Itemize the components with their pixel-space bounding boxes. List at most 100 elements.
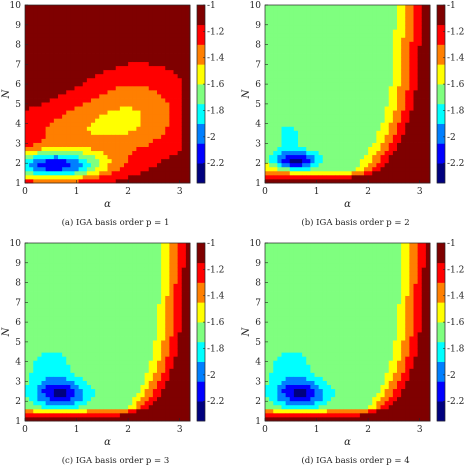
heatmap-cell (347, 89, 353, 95)
heatmap-cell (107, 364, 113, 369)
heatmap-cell (115, 41, 121, 46)
heatmap-cell (372, 178, 377, 184)
heatmap-cell (74, 134, 80, 139)
heatmap-cell (33, 49, 38, 54)
heatmap-cell (53, 271, 59, 276)
heatmap-cell (78, 154, 84, 160)
x-tick-label: 3 (177, 187, 183, 197)
heatmap-cell (425, 122, 431, 127)
heatmap-cell (380, 158, 386, 164)
x-tick-label: 2 (125, 187, 131, 197)
heatmap-cell (111, 279, 117, 284)
heatmap-cell (70, 5, 75, 10)
heatmap-cell (326, 102, 332, 107)
heatmap-cell (25, 255, 30, 260)
heatmap-cell (409, 41, 414, 46)
heatmap-cell (384, 73, 390, 79)
heatmap-cell (86, 61, 92, 67)
heatmap-cell (368, 98, 373, 103)
heatmap-cell (95, 360, 100, 365)
heatmap-cell (144, 360, 150, 365)
heatmap-cell (99, 295, 104, 301)
heatmap-cell (82, 5, 88, 10)
heatmap-cell (306, 41, 311, 46)
heatmap-cell (376, 118, 381, 123)
heatmap-cell (58, 29, 63, 34)
heatmap-cell (392, 110, 398, 115)
heatmap-cell (107, 388, 113, 394)
heatmap-cell (289, 49, 295, 54)
heatmap-cell (140, 142, 146, 147)
heatmap-cell (397, 69, 402, 75)
heatmap-cell (376, 41, 381, 46)
heatmap-cell (66, 106, 71, 111)
heatmap-cell (49, 404, 55, 410)
heatmap-cell (351, 89, 357, 95)
heatmap-cell (103, 372, 108, 377)
x-tick-label: 1 (314, 187, 320, 197)
heatmap-cell (409, 65, 414, 71)
heatmap-cell (339, 178, 344, 184)
heatmap-cell (66, 33, 71, 38)
heatmap-cell (405, 170, 410, 176)
heatmap-cell (277, 17, 282, 22)
heatmap-cell (136, 299, 141, 305)
heatmap-cell (177, 81, 183, 87)
heatmap-cell (33, 263, 38, 268)
heatmap-cell (107, 380, 113, 385)
heatmap-cell (136, 332, 141, 337)
heatmap-cell (177, 150, 183, 156)
heatmap-cell (74, 69, 80, 75)
heatmap-cell (66, 416, 71, 422)
heatmap-cell (95, 150, 100, 156)
heatmap-cell (425, 114, 431, 119)
heatmap-cell (185, 13, 191, 18)
heatmap-cell (140, 170, 146, 176)
heatmap-cell (318, 110, 324, 115)
heatmap-cell (359, 17, 365, 22)
heatmap-cell (78, 336, 84, 341)
heatmap-cell (128, 388, 133, 394)
heatmap-cell (322, 126, 328, 131)
heatmap-cell (124, 392, 129, 398)
heatmap-cell (355, 174, 361, 180)
heatmap-cell (53, 154, 59, 160)
heatmap-cell (359, 122, 365, 127)
heatmap-cell (359, 142, 365, 147)
heatmap-cell (380, 98, 386, 103)
heatmap-cell (37, 303, 42, 309)
heatmap-cell (364, 73, 369, 79)
heatmap-cell (302, 126, 307, 131)
heatmap-cell (306, 98, 311, 103)
heatmap-cell (91, 122, 96, 127)
heatmap-cell (49, 118, 55, 123)
heatmap-cell (107, 376, 113, 381)
heatmap-cell (310, 33, 315, 38)
heatmap-cell (103, 380, 108, 385)
heatmap-cell (314, 110, 320, 115)
heatmap-cell (107, 138, 113, 143)
heatmap-cell (74, 251, 80, 256)
heatmap-cell (82, 332, 88, 337)
heatmap-cell (132, 356, 137, 361)
heatmap-cell (144, 134, 150, 139)
heatmap-cell (70, 259, 75, 264)
heatmap-cell (417, 33, 423, 38)
heatmap-cell (388, 122, 394, 127)
heatmap-cell (66, 263, 71, 268)
heatmap-cell (132, 243, 137, 248)
heatmap-cell (364, 110, 369, 115)
heatmap-cell (128, 332, 133, 337)
heatmap-cell (298, 85, 303, 91)
heatmap-cell (277, 150, 282, 156)
heatmap-cell (132, 412, 137, 418)
heatmap-cell (136, 259, 141, 264)
heatmap-cell (49, 251, 55, 256)
heatmap-cell (99, 53, 104, 58)
heatmap-cell (347, 73, 353, 79)
heatmap-cell (115, 348, 121, 353)
heatmap-cell (99, 98, 104, 103)
heatmap-cell (392, 13, 398, 18)
heatmap-cell (124, 404, 129, 410)
heatmap-cell (37, 287, 42, 292)
